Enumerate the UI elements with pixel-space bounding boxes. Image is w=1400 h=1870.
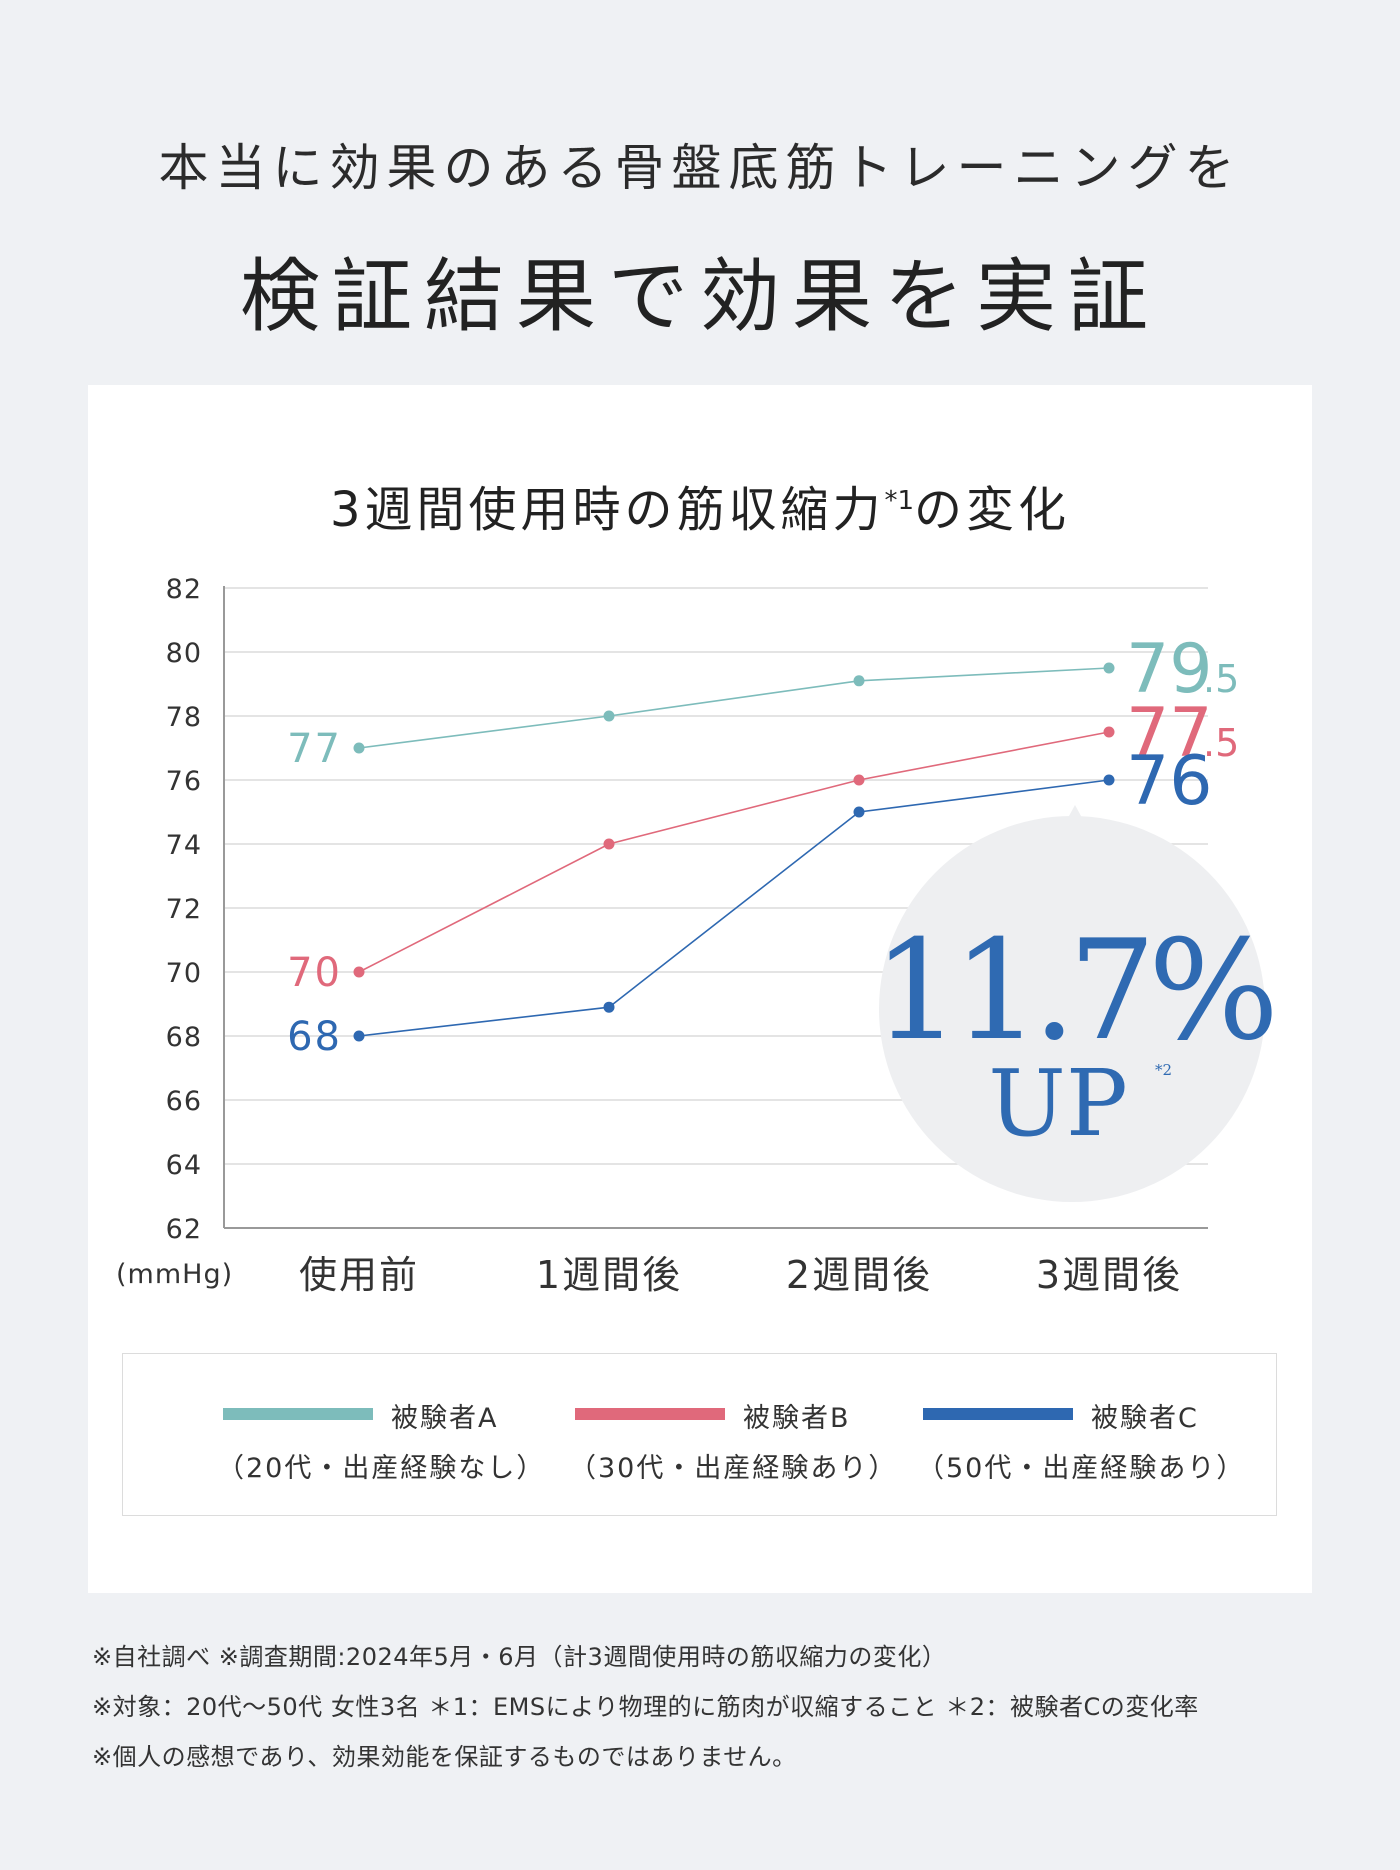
legend-label-b: 被験者B bbox=[743, 1403, 851, 1434]
y-tick-label: 72 bbox=[166, 894, 202, 925]
series-line-1 bbox=[358, 731, 1110, 973]
x-tick-label: 1週間後 bbox=[536, 1253, 682, 1297]
line-chart: 62 64 66 68 70 72 74 76 78 80 82 (mmHg) 使用前 1週間後 2週間後 3… bbox=[116, 574, 1280, 1297]
data-point bbox=[853, 806, 865, 818]
footnote-1: ※自社調べ ※調査期間:2024年5月・6月（計3週間使用時の筋収縮力の変化） bbox=[92, 1643, 947, 1671]
callout-value: 11.7% bbox=[873, 910, 1272, 1071]
data-point bbox=[1103, 726, 1115, 738]
series-line-0 bbox=[358, 667, 1110, 749]
legend-swatch-c bbox=[923, 1408, 1073, 1420]
series-line-2 bbox=[358, 779, 1110, 1037]
footnotes: ※自社調べ ※調査期間:2024年5月・6月（計3週間使用時の筋収縮力の変化） … bbox=[92, 1632, 1332, 1782]
x-tick-label: 2週間後 bbox=[786, 1253, 932, 1297]
y-tick-label: 78 bbox=[166, 702, 202, 733]
heading-line1: 本当に効果のある骨盤底筋トレーニングを bbox=[158, 139, 1242, 197]
legend-sub-a: （20代・出産経験なし） bbox=[217, 1453, 546, 1484]
end-value-label: 76 bbox=[1126, 742, 1213, 821]
y-tick-label: 80 bbox=[166, 638, 202, 669]
data-point bbox=[603, 710, 615, 722]
y-axis-unit: (mmHg) bbox=[116, 1259, 233, 1290]
start-value-label: 68 bbox=[287, 1014, 342, 1060]
legend-sub-c: （50代・出産経験あり） bbox=[917, 1453, 1246, 1484]
data-point bbox=[603, 1001, 615, 1013]
callout-note: *2 bbox=[1155, 1061, 1172, 1079]
footnote-3: ※個人の感想であり、効果効能を保証するものではありません。 bbox=[92, 1743, 797, 1771]
data-point bbox=[1103, 662, 1115, 674]
legend: 被験者A （20代・出産経験なし） 被験者B （30代・出産経験あり） 被験者C… bbox=[122, 1353, 1277, 1516]
data-point bbox=[353, 1030, 365, 1042]
legend-sub-b: （30代・出産経験あり） bbox=[569, 1453, 898, 1484]
callout-bubble bbox=[879, 816, 1265, 1202]
callout-label: UP bbox=[988, 1050, 1127, 1157]
data-point bbox=[603, 838, 615, 850]
legend-label-c: 被験者C bbox=[1091, 1403, 1199, 1434]
legend-swatch-a bbox=[223, 1408, 373, 1420]
x-tick-label: 3週間後 bbox=[1036, 1253, 1182, 1297]
chart-title: 3週間使用時の筋収縮力*1の変化 bbox=[329, 482, 1071, 538]
end-value-decimal: .5 bbox=[1203, 721, 1239, 765]
end-value-label: 77 bbox=[1126, 694, 1213, 773]
y-tick-label: 70 bbox=[166, 958, 202, 989]
y-tick-label: 76 bbox=[166, 766, 202, 797]
data-point bbox=[853, 774, 865, 786]
y-tick-label: 66 bbox=[166, 1086, 202, 1117]
data-point bbox=[353, 966, 365, 978]
legend-swatch-b bbox=[575, 1408, 725, 1420]
footnote-2: ※対象：20代〜50代 女性3名 ＊1：EMSにより物理的に筋肉が収縮すること … bbox=[92, 1693, 1199, 1721]
y-tick-label: 64 bbox=[166, 1150, 202, 1181]
y-tick-label: 82 bbox=[166, 574, 202, 605]
start-value-label: 77 bbox=[287, 726, 342, 772]
start-value-label: 70 bbox=[287, 950, 342, 996]
end-value-label: 79 bbox=[1126, 630, 1213, 709]
data-point bbox=[353, 742, 365, 754]
legend-label-a: 被験者A bbox=[391, 1403, 499, 1434]
y-tick-label: 74 bbox=[166, 830, 202, 861]
heading-line2: 検証結果で効果を実証 bbox=[240, 250, 1160, 343]
x-tick-label: 使用前 bbox=[299, 1253, 419, 1297]
y-tick-label: 68 bbox=[166, 1022, 202, 1053]
y-tick-label: 62 bbox=[166, 1214, 202, 1245]
data-point bbox=[853, 675, 865, 687]
end-value-decimal: .5 bbox=[1203, 657, 1239, 701]
data-point bbox=[1103, 774, 1115, 786]
